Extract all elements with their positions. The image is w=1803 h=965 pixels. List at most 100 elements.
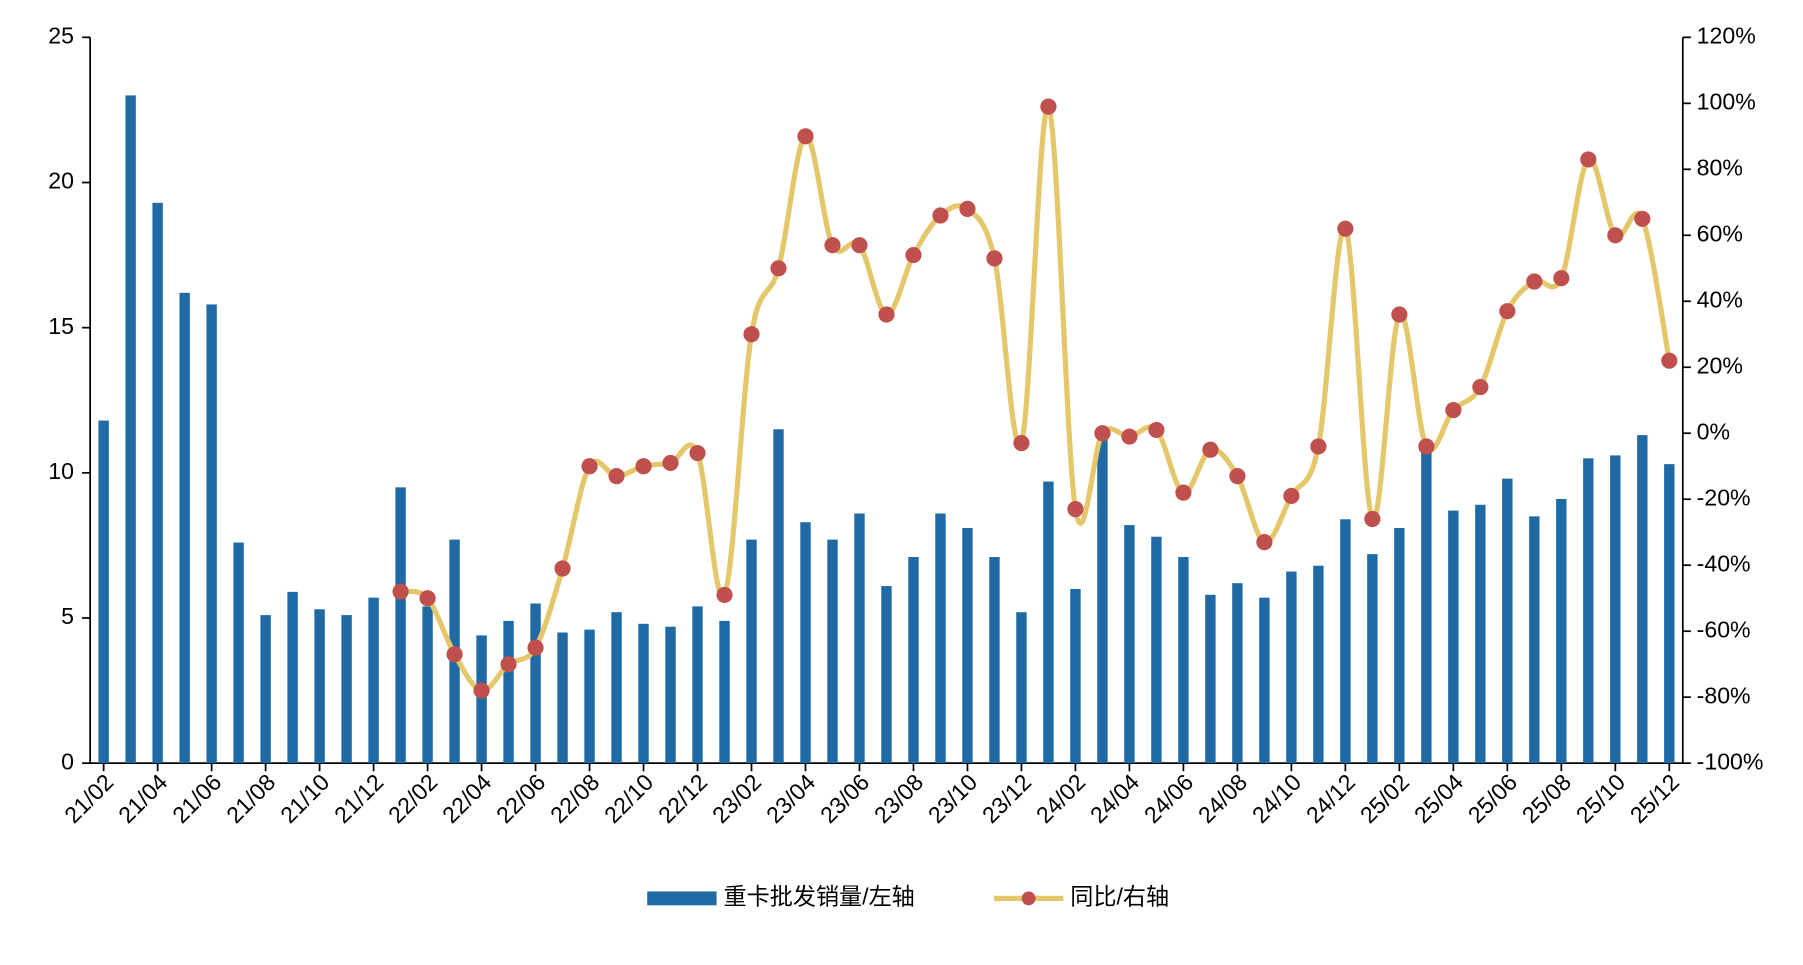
y2-tick-label: 60%: [1697, 220, 1743, 246]
line-marker: [1121, 428, 1138, 445]
line-marker: [1310, 438, 1327, 455]
line-marker: [1391, 306, 1408, 323]
x-tick-label: 21/12: [329, 769, 388, 828]
line-marker: [1634, 210, 1651, 227]
line-marker: [1337, 220, 1354, 237]
bar: [395, 487, 406, 764]
x-tick-label: 22/06: [491, 769, 550, 828]
bar: [989, 557, 1000, 764]
bar: [1178, 557, 1189, 764]
x-tick-label: 22/12: [653, 769, 712, 828]
line-marker: [770, 260, 787, 277]
line-marker: [932, 207, 949, 224]
y2-tick-label: -80%: [1697, 682, 1751, 708]
x-tick-label: 23/08: [869, 769, 928, 828]
bar: [287, 591, 298, 764]
line-marker: [1607, 227, 1624, 244]
bar: [1421, 449, 1432, 764]
line-marker: [581, 458, 598, 475]
bar: [1502, 478, 1513, 764]
y2-tick-label: -100%: [1697, 748, 1764, 774]
bar: [908, 557, 919, 764]
bar: [1664, 464, 1675, 764]
line-marker: [635, 458, 652, 475]
line-marker: [1445, 402, 1462, 419]
bar: [1367, 554, 1378, 764]
bar: [503, 620, 514, 764]
y2-tick-label: 20%: [1697, 352, 1743, 378]
line-marker: [905, 246, 922, 264]
y-tick-label: 25: [48, 22, 74, 48]
line-marker: [527, 639, 544, 656]
bar: [233, 542, 244, 764]
line-marker: [1283, 487, 1300, 505]
y-tick-label: 15: [48, 313, 74, 339]
line-marker: [1175, 484, 1192, 501]
x-tick-label: 23/10: [923, 769, 982, 828]
bar: [1583, 458, 1594, 764]
bar: [206, 304, 217, 764]
line-marker: [689, 444, 706, 462]
x-tick-label: 21/10: [275, 769, 334, 828]
bar: [692, 606, 703, 764]
line-marker: [500, 656, 517, 673]
bar: [962, 527, 973, 764]
bar: [1637, 435, 1648, 764]
bar: [1151, 536, 1162, 764]
legend-swatch: [1021, 891, 1036, 906]
line-marker: [473, 682, 490, 699]
x-tick-label: 24/08: [1193, 769, 1252, 828]
x-tick-label: 25/04: [1409, 769, 1468, 828]
y2-tick-label: -20%: [1697, 484, 1751, 510]
bar: [152, 202, 163, 764]
bar: [260, 615, 271, 764]
y2-tick-label: 100%: [1697, 88, 1756, 114]
bar: [1529, 516, 1540, 764]
bar: [1610, 455, 1621, 764]
line-marker: [1067, 501, 1084, 518]
line-marker: [662, 454, 679, 472]
x-tick-label: 21/08: [221, 769, 280, 828]
bar: [179, 292, 190, 764]
line-marker: [1661, 352, 1678, 369]
line-marker: [1418, 438, 1435, 455]
x-tick-label: 23/04: [761, 769, 820, 828]
legend-label: 同比/右轴: [1070, 883, 1169, 909]
y2-tick-label: 80%: [1697, 154, 1743, 180]
y2-tick-label: 0%: [1697, 418, 1730, 444]
line-marker: [1256, 534, 1273, 551]
line-marker: [716, 586, 733, 603]
y2-tick-label: 40%: [1697, 286, 1743, 312]
y-tick-label: 10: [48, 458, 74, 484]
line-marker: [608, 468, 625, 485]
line-marker: [1553, 270, 1570, 287]
line-marker: [554, 560, 571, 577]
x-tick-label: 23/06: [815, 769, 874, 828]
x-tick-label: 24/10: [1247, 769, 1306, 828]
x-tick-label: 24/06: [1139, 769, 1198, 828]
x-tick-label: 22/04: [437, 769, 496, 828]
bar: [827, 539, 838, 764]
bar: [530, 603, 541, 764]
line-marker: [419, 590, 436, 607]
x-tick-label: 22/08: [545, 769, 604, 828]
y2-tick-label: -40%: [1697, 550, 1751, 576]
x-tick-label: 21/02: [59, 769, 118, 828]
bar: [1070, 588, 1081, 764]
line-marker: [1580, 151, 1597, 168]
bar: [1232, 583, 1243, 764]
bar: [341, 615, 352, 764]
y2-tick-label: 120%: [1697, 22, 1756, 48]
line-marker: [1040, 98, 1057, 115]
line-marker: [851, 237, 868, 254]
bar: [1205, 594, 1216, 764]
line-marker: [797, 128, 814, 145]
legend-label: 重卡批发销量/左轴: [724, 883, 915, 909]
bar: [1556, 498, 1567, 764]
y-tick-label: 0: [61, 748, 74, 774]
legend-swatch: [647, 891, 717, 906]
x-tick-label: 21/04: [113, 769, 172, 828]
line-marker: [1499, 303, 1516, 320]
bar: [584, 629, 595, 764]
